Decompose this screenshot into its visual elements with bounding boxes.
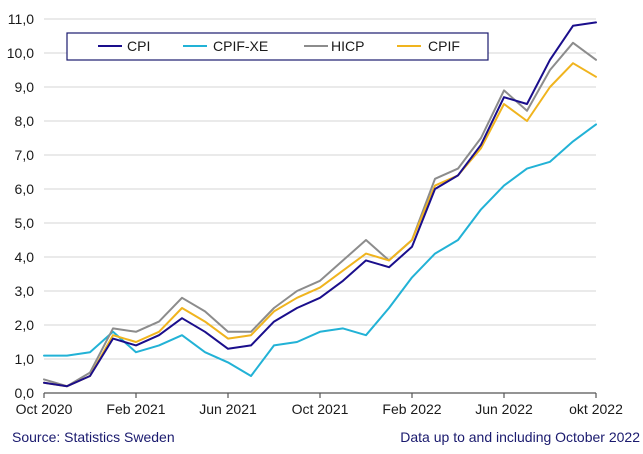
source-note: Source: Statistics Sweden bbox=[12, 429, 175, 445]
series-line-cpif bbox=[43, 62, 597, 388]
y-tick-label: 7,0 bbox=[15, 147, 35, 163]
x-tick-label: Jun 2022 bbox=[475, 401, 533, 417]
y-tick-label: 11,0 bbox=[8, 11, 34, 27]
y-tick-label: 4,0 bbox=[15, 249, 35, 265]
x-axis: Oct 2020 Feb 2021 Jun 2021 Oct 2021 Feb 2022… bbox=[16, 392, 623, 417]
y-tick-label: 8,0 bbox=[15, 113, 35, 129]
y-tick-label: 9,0 bbox=[15, 79, 35, 95]
y-tick-label: 0,0 bbox=[15, 385, 35, 401]
legend-label: CPI bbox=[127, 38, 150, 54]
y-tick-label: 3,0 bbox=[15, 283, 35, 299]
y-tick-label: 10,0 bbox=[7, 45, 34, 61]
y-tick-label: 5,0 bbox=[15, 215, 35, 231]
legend: CPI CPIF-XE HICP CPIF bbox=[66, 32, 489, 61]
y-tick-label: 1,0 bbox=[15, 351, 35, 367]
y-tick-label: 2,0 bbox=[15, 317, 35, 333]
series-line-hicp bbox=[43, 41, 597, 388]
x-tick-label: Feb 2021 bbox=[106, 401, 165, 417]
x-tick-label: Jun 2021 bbox=[199, 401, 257, 417]
legend-label: CPIF bbox=[428, 38, 460, 54]
series-line-cpi bbox=[43, 21, 597, 388]
data-range-note: Data up to and including October 2022 bbox=[400, 429, 640, 445]
gridlines bbox=[44, 18, 596, 360]
y-axis-tick-labels: 0,0 1,0 2,0 3,0 4,0 5,0 6,0 7,0 8,0 9,0 10,0 11,0 bbox=[7, 11, 34, 401]
series-line-cpif-xe bbox=[43, 123, 597, 377]
x-tick-label: Feb 2022 bbox=[382, 401, 441, 417]
series-lines bbox=[43, 21, 597, 388]
y-tick-label: 6,0 bbox=[15, 181, 35, 197]
x-tick-label: okt 2022 bbox=[569, 401, 623, 417]
legend-label: CPIF-XE bbox=[213, 38, 268, 54]
legend-label: HICP bbox=[331, 38, 364, 54]
x-tick-label: Oct 2020 bbox=[16, 401, 73, 417]
x-tick-label: Oct 2021 bbox=[292, 401, 349, 417]
